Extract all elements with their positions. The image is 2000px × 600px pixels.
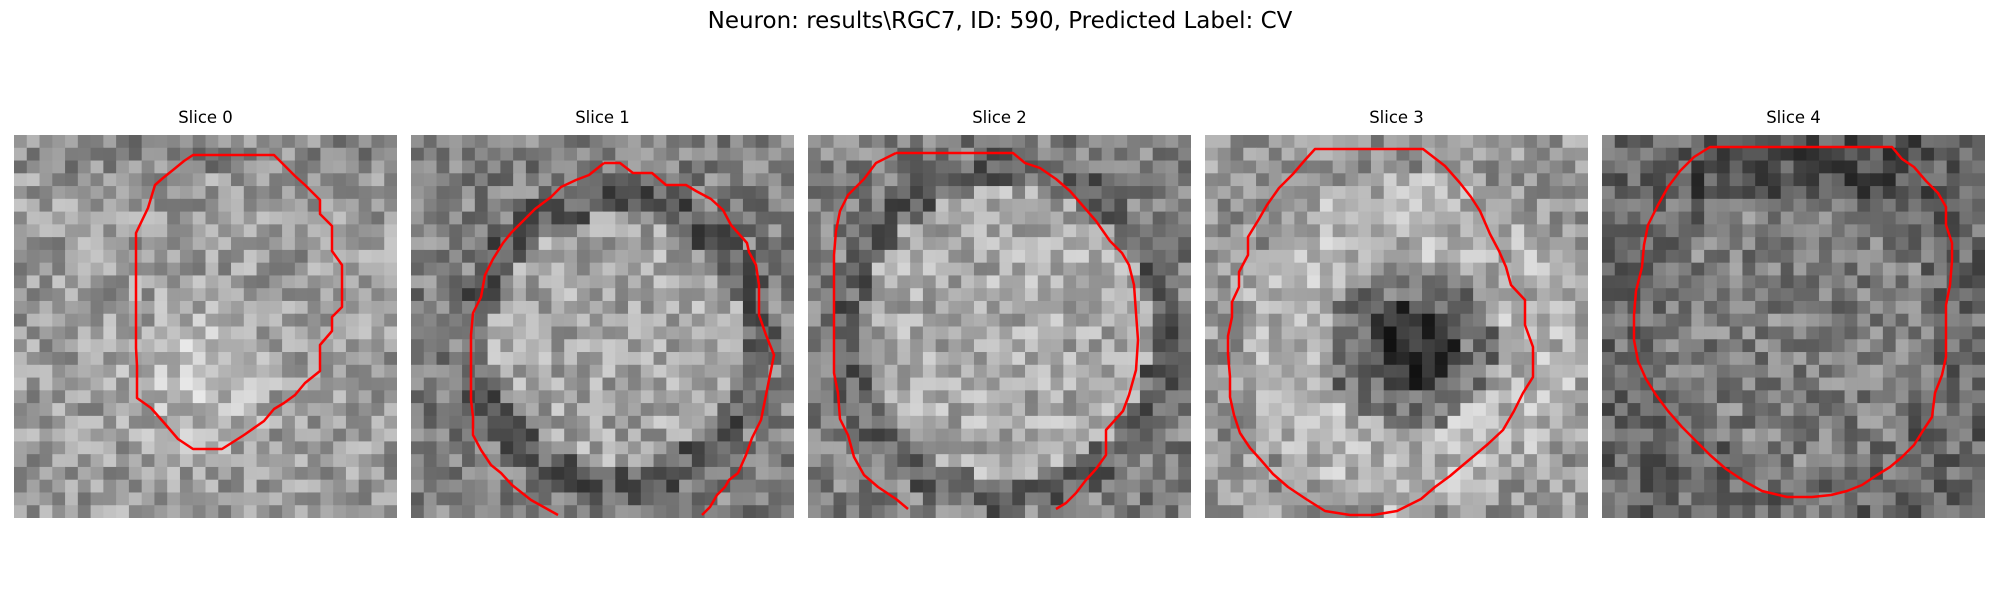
slice-title: Slice 2 xyxy=(972,108,1027,127)
segmentation-contour xyxy=(1226,147,1535,517)
segmentation-contour xyxy=(604,161,776,516)
slice-image xyxy=(14,135,397,518)
slice-image xyxy=(1205,135,1588,518)
segmentation-contour xyxy=(469,162,605,517)
slice-title: Slice 1 xyxy=(575,108,630,127)
segmentation-contour xyxy=(1632,145,1954,499)
segmentation-contour xyxy=(134,153,344,451)
slice-image xyxy=(1602,135,1985,518)
segmentation-contour xyxy=(832,151,909,510)
slice-title: Slice 4 xyxy=(1766,108,1821,127)
slice-title: Slice 3 xyxy=(1369,108,1424,127)
figure-title: Neuron: results\RGC7, ID: 590, Predicted… xyxy=(707,8,1293,34)
slice-title: Slice 0 xyxy=(178,108,233,127)
segmentation-contour xyxy=(896,151,1140,511)
slice-image xyxy=(411,135,794,518)
slice-image xyxy=(808,135,1191,518)
